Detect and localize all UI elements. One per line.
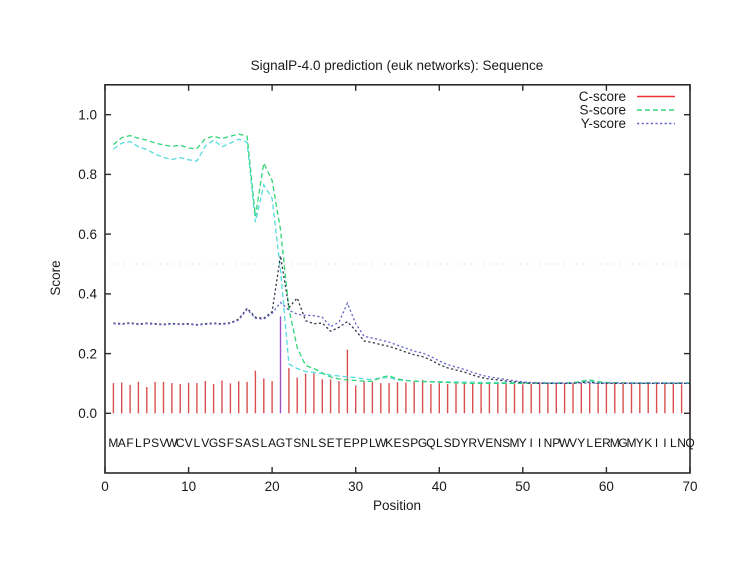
svg-text:M: M (108, 436, 118, 450)
svg-text:M: M (510, 436, 520, 450)
svg-text:K: K (385, 436, 393, 450)
svg-text:M: M (627, 436, 637, 450)
svg-text:S: S (444, 436, 452, 450)
svg-text:Q: Q (685, 436, 694, 450)
svg-text:L: L (260, 436, 267, 450)
svg-text:E: E (594, 436, 602, 450)
svg-text:S: S (502, 436, 510, 450)
svg-text:W: W (559, 436, 571, 450)
svg-text:S: S (318, 436, 326, 450)
svg-text:N: N (677, 436, 686, 450)
svg-text:D: D (452, 436, 461, 450)
svg-text:S: S (402, 436, 410, 450)
svg-text:S: S (235, 436, 243, 450)
svg-text:L: L (436, 436, 443, 450)
svg-text:0.2: 0.2 (78, 346, 97, 361)
svg-text:0: 0 (101, 479, 109, 494)
svg-text:40: 40 (432, 479, 447, 494)
svg-text:L: L (194, 436, 201, 450)
svg-text:L: L (311, 436, 318, 450)
svg-text:Y: Y (577, 436, 585, 450)
svg-text:V: V (477, 436, 485, 450)
svg-text:E: E (343, 436, 351, 450)
svg-text:E: E (327, 436, 335, 450)
svg-text:G: G (618, 436, 627, 450)
svg-text:V: V (201, 436, 209, 450)
svg-text:I: I (530, 436, 533, 450)
svg-text:T: T (335, 436, 343, 450)
svg-text:G: G (418, 436, 427, 450)
svg-text:50: 50 (515, 479, 530, 494)
svg-text:R: R (602, 436, 611, 450)
svg-text:W: W (166, 436, 178, 450)
svg-text:L: L (670, 436, 677, 450)
svg-text:I: I (663, 436, 666, 450)
svg-text:G: G (276, 436, 285, 450)
svg-text:V: V (569, 436, 577, 450)
svg-text:P: P (360, 436, 368, 450)
svg-text:Score: Score (48, 260, 63, 295)
svg-text:30: 30 (348, 479, 363, 494)
svg-text:0.4: 0.4 (78, 287, 97, 302)
svg-text:60: 60 (599, 479, 614, 494)
svg-text:S: S (218, 436, 226, 450)
svg-text:R: R (468, 436, 477, 450)
svg-text:W: W (375, 436, 387, 450)
svg-text:P: P (410, 436, 418, 450)
svg-text:K: K (644, 436, 652, 450)
svg-text:M: M (610, 436, 620, 450)
svg-text:A: A (118, 436, 126, 450)
svg-text:F: F (126, 436, 133, 450)
svg-text:S: S (251, 436, 259, 450)
svg-text:T: T (285, 436, 293, 450)
svg-text:0.8: 0.8 (78, 167, 97, 182)
svg-text:Y-score: Y-score (581, 116, 626, 131)
svg-text:C: C (176, 436, 185, 450)
svg-text:P: P (552, 436, 560, 450)
svg-text:Position: Position (373, 498, 421, 513)
svg-text:F: F (227, 436, 234, 450)
svg-text:0.6: 0.6 (78, 227, 97, 242)
svg-text:N: N (544, 436, 553, 450)
svg-text:N: N (301, 436, 310, 450)
svg-text:L: L (586, 436, 593, 450)
svg-text:C-score: C-score (579, 89, 626, 104)
svg-text:S-score: S-score (579, 103, 626, 118)
svg-text:P: P (352, 436, 360, 450)
svg-text:V: V (159, 436, 167, 450)
svg-text:A: A (243, 436, 251, 450)
svg-text:I: I (538, 436, 541, 450)
svg-text:P: P (143, 436, 151, 450)
svg-text:L: L (135, 436, 142, 450)
svg-text:S: S (151, 436, 159, 450)
svg-text:E: E (485, 436, 493, 450)
svg-text:Y: Y (519, 436, 527, 450)
svg-text:Y: Y (460, 436, 468, 450)
svg-text:V: V (185, 436, 193, 450)
svg-text:G: G (209, 436, 218, 450)
svg-text:70: 70 (682, 479, 697, 494)
svg-text:SignalP-4.0 prediction (euk ne: SignalP-4.0 prediction (euk networks): S… (251, 58, 544, 73)
svg-text:A: A (268, 436, 276, 450)
svg-text:Q: Q (426, 436, 435, 450)
svg-text:1.0: 1.0 (78, 107, 97, 122)
svg-text:I: I (655, 436, 658, 450)
svg-text:E: E (393, 436, 401, 450)
svg-text:Y: Y (636, 436, 644, 450)
svg-text:N: N (493, 436, 502, 450)
svg-text:0.0: 0.0 (78, 406, 97, 421)
svg-text:10: 10 (181, 479, 196, 494)
svg-text:S: S (293, 436, 301, 450)
svg-text:L: L (369, 436, 376, 450)
svg-text:20: 20 (265, 479, 280, 494)
